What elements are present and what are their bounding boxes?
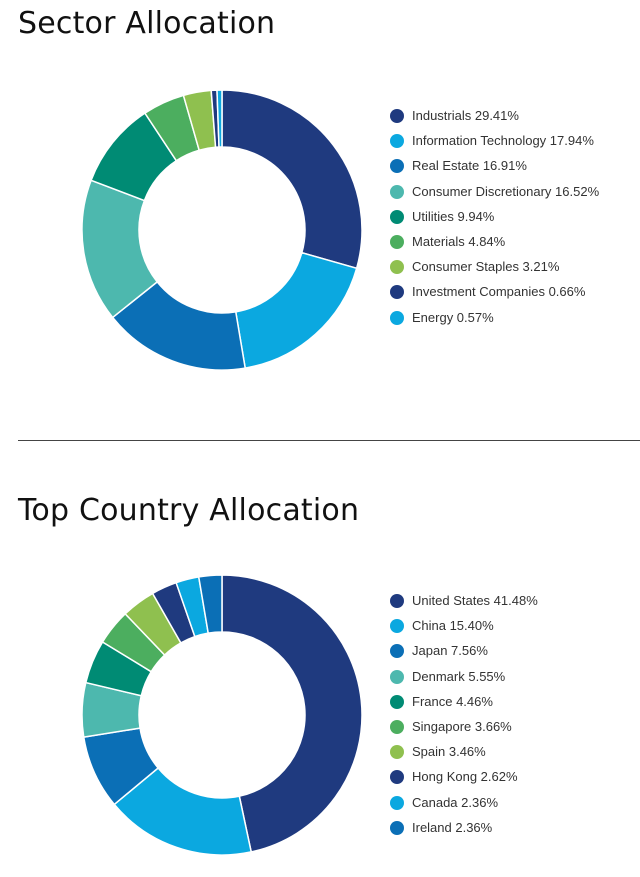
slice-information-technology [234,251,358,369]
legend-label: China 15.40% [412,618,494,634]
section-divider [18,440,640,441]
legend-label: Information Technology 17.94% [412,133,594,149]
country-donut-chart [81,574,363,856]
sector-allocation-title: Sector Allocation [18,6,276,41]
legend-label: Canada 2.36% [412,794,499,810]
legend-swatch [390,770,404,785]
country-allocation-title: Top Country Allocation [18,493,360,528]
legend-swatch [390,159,404,174]
legend-label: Industrials 29.41% [412,108,519,123]
legend-label: Real Estate 16.91% [412,158,527,174]
legend-label: Energy 0.57% [412,309,494,325]
legend-label: Investment Companies 0.66% [412,284,586,300]
slice-industrials [221,89,363,270]
legend-swatch [390,820,404,835]
legend-swatch [390,234,404,249]
legend-swatch [390,134,404,149]
legend-swatch [390,109,404,123]
slice-energy [216,89,223,148]
legend-swatch [390,260,404,275]
legend-swatch [390,310,404,325]
sector-donut-chart [81,89,363,371]
legend-swatch [390,694,404,709]
legend-label: Spain 3.46% [412,744,486,760]
legend-swatch [390,745,404,760]
slice-united-states [221,574,363,853]
legend-label: Materials 4.84% [412,233,506,249]
legend-swatch [390,184,404,199]
legend-swatch [390,594,404,608]
legend-swatch [390,619,404,634]
legend-label: Japan 7.56% [412,643,488,659]
legend-label: Utilities 9.94% [412,208,495,224]
legend-swatch [390,285,404,300]
legend-label: Singapore 3.66% [412,718,512,734]
legend-label: Ireland 2.36% [412,819,493,835]
country-allocation-section: Top Country Allocation United States 41.… [0,444,640,877]
legend-label: United States 41.48% [412,593,538,608]
legend-swatch [390,644,404,659]
legend-label: Consumer Staples 3.21% [412,259,560,275]
legend-swatch [390,209,404,224]
legend-swatch [390,669,404,684]
legend-label: Consumer Discretionary 16.52% [412,183,600,199]
legend-label: Denmark 5.55% [412,668,506,684]
legend-label: Hong Kong 2.62% [412,769,518,785]
slice-ireland [197,574,223,635]
legend-swatch [390,795,404,810]
legend-label: France 4.46% [412,693,493,709]
sector-allocation-section: Sector Allocation Industrials 29.41% Info… [18,6,640,441]
legend-swatch [390,719,404,734]
